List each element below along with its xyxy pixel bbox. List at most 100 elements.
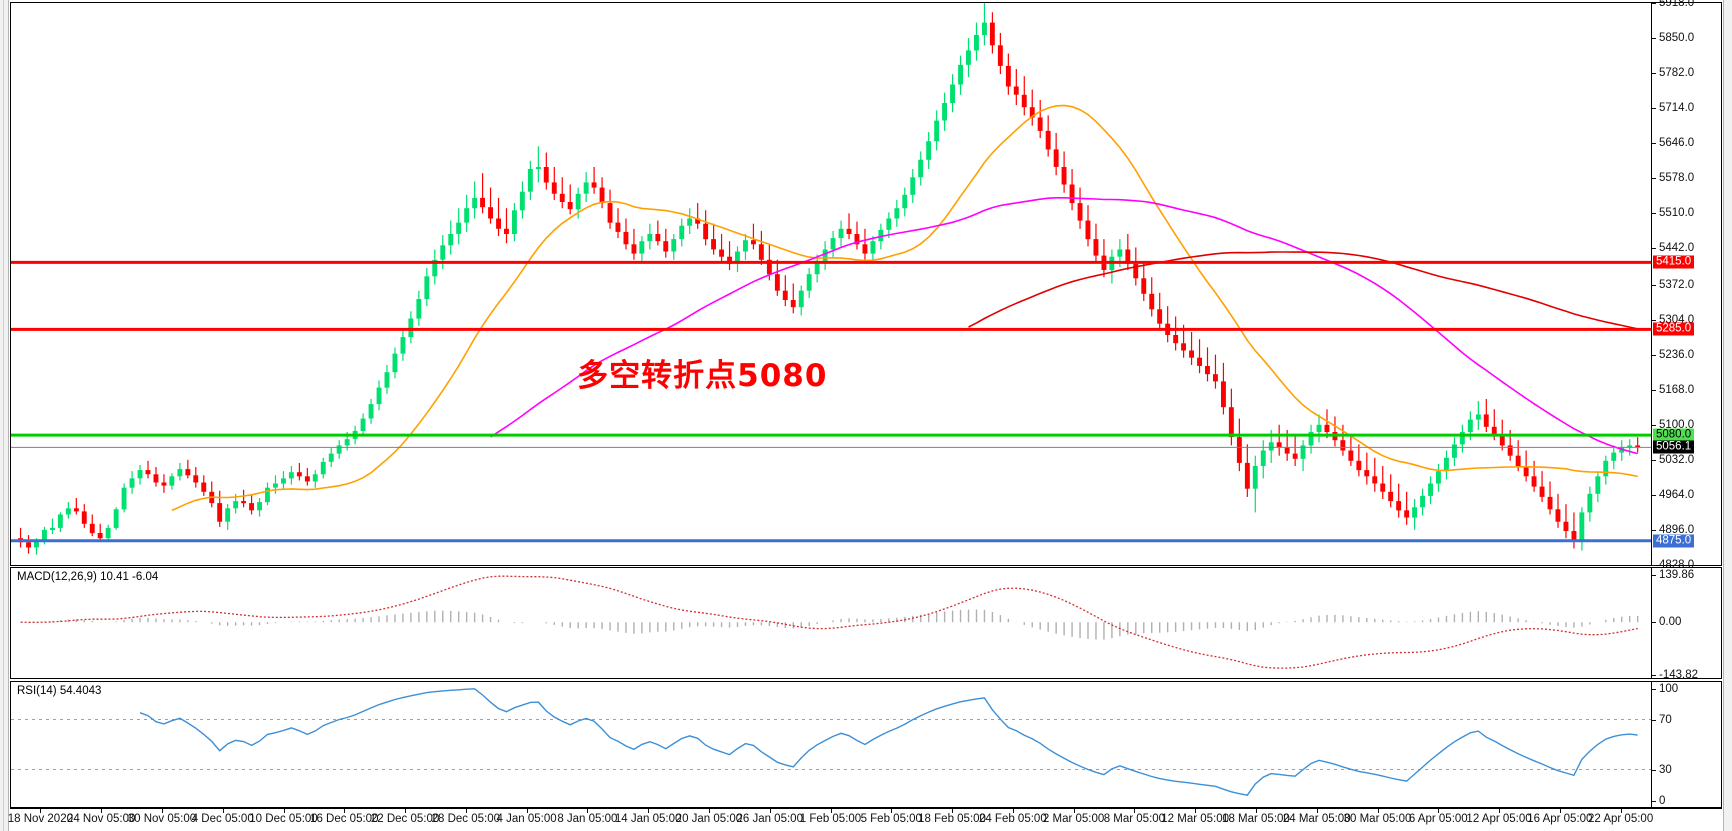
price-axis-tick: 5850.0 <box>1652 32 1694 44</box>
time-axis-tick <box>1195 809 1197 813</box>
time-axis-tick <box>405 809 407 813</box>
rsi-axis[interactable]: 100 70 30 0 <box>1651 682 1721 807</box>
price-level-badge-5080-0[interactable]: 5080.0 <box>1653 428 1695 442</box>
time-axis-label: 26 Jan 05:00 <box>736 813 803 825</box>
macd-axis-tick: 0.00 <box>1652 616 1681 628</box>
price-axis-tick: 5372.0 <box>1652 279 1694 291</box>
time-axis-label: 4 Jan 05:00 <box>496 813 557 825</box>
price-axis-tick: 5714.0 <box>1652 102 1694 114</box>
time-axis-label: 18 Nov 2020 <box>7 813 73 825</box>
time-axis-label: 30 Mar 05:00 <box>1343 813 1412 825</box>
macd-pane[interactable]: MACD(12,26,9) 10.41 -6.04 139.86 0.00 -143… <box>10 567 1722 681</box>
time-axis-tick <box>587 809 589 813</box>
price-candles <box>11 3 1651 555</box>
time-axis-tick <box>1499 809 1501 813</box>
time-axis-tick <box>526 809 528 813</box>
macd-series <box>20 575 1639 669</box>
time-axis-label: 1 Feb 05:00 <box>799 813 862 825</box>
macd-label: MACD(12,26,9) 10.41 -6.04 <box>17 571 159 583</box>
time-axis[interactable]: 18 Nov 2020 24 Nov 05:00 30 Nov 05:00 4 Dec… <box>7 808 1722 830</box>
time-axis-tick <box>283 809 285 813</box>
time-axis-label: 24 Nov 05:00 <box>66 813 136 825</box>
price-axis-tick: 5646.0 <box>1652 137 1694 149</box>
rsi-axis-tick: 30 <box>1652 764 1672 776</box>
time-axis-label: 20 Jan 05:00 <box>675 813 743 825</box>
price-axis-tick: 5510.0 <box>1652 207 1694 219</box>
price-level-badge-5285-0[interactable]: 5285.0 <box>1653 322 1695 336</box>
time-axis-label: 14 Jan 05:00 <box>614 813 682 825</box>
rsi-axis-tick: 0 <box>1652 795 1665 807</box>
time-axis-tick <box>830 809 832 813</box>
time-axis-tick <box>891 809 893 813</box>
time-axis-tick <box>1559 809 1561 813</box>
time-axis-tick <box>161 809 163 813</box>
price-plot-area[interactable]: 多空转折点5080 <box>11 3 1651 565</box>
time-axis-tick <box>1073 809 1075 813</box>
time-axis-label: 28 Dec 05:00 <box>431 813 501 825</box>
price-axis-tick: 5236.0 <box>1652 349 1694 361</box>
time-axis-tick <box>708 809 710 813</box>
time-axis-label: 5 Feb 05:00 <box>860 813 922 825</box>
price-level-badge-5056-1[interactable]: 5056.1 <box>1653 440 1695 454</box>
macd-plot-area[interactable] <box>11 568 1651 678</box>
rsi-plot-area[interactable] <box>11 682 1651 807</box>
time-axis-label: 4 Dec 05:00 <box>191 813 254 825</box>
time-axis-tick <box>769 809 771 813</box>
time-axis-tick <box>1377 809 1379 813</box>
time-axis-label: 24 Mar 05:00 <box>1282 813 1351 825</box>
time-axis-tick <box>1316 809 1318 813</box>
rsi-axis-tick: 70 <box>1652 714 1672 726</box>
time-axis-tick <box>1134 809 1136 813</box>
time-axis-label: 16 Dec 05:00 <box>310 813 379 825</box>
time-axis-tick <box>1620 809 1622 813</box>
time-axis-tick <box>1255 809 1257 813</box>
time-axis-label: 8 Mar 05:00 <box>1103 813 1166 825</box>
time-axis-label: 18 Feb 05:00 <box>918 813 986 825</box>
price-axis-tick: 5442.0 <box>1652 242 1694 254</box>
rsi-pane[interactable]: RSI(14) 54.4043 100 70 30 0 <box>10 681 1722 808</box>
price-axis-tick: 4964.0 <box>1652 489 1694 501</box>
price-axis-tick: 5100.0 <box>1652 419 1694 431</box>
macd-axis[interactable]: 139.86 0.00 -143.82 <box>1651 568 1721 681</box>
time-axis-tick <box>344 809 346 813</box>
rsi-label: RSI(14) 54.4043 <box>17 685 102 697</box>
time-axis-label: 8 Jan 05:00 <box>557 813 618 825</box>
price-axis[interactable]: 5918.0 5850.0 5782.0 5714.0 5646.0 5578.0 5510… <box>1651 0 1721 571</box>
rsi-axis-tick: 100 <box>1652 683 1678 695</box>
time-axis-tick <box>1012 809 1014 813</box>
time-axis-tick <box>1438 809 1440 813</box>
price-axis-tick: 5918.0 <box>1652 0 1694 9</box>
window-left-rail <box>0 0 9 831</box>
time-axis-label: 16 Apr 05:00 <box>1527 813 1593 825</box>
price-axis-tick: 5168.0 <box>1652 384 1694 396</box>
price-level-badge-4875-0[interactable]: 4875.0 <box>1653 534 1695 548</box>
time-axis-label: 22 Apr 05:00 <box>1587 813 1654 825</box>
time-axis-label: 6 Apr 05:00 <box>1408 813 1468 825</box>
time-axis-label: 12 Apr 05:00 <box>1466 813 1532 825</box>
chart-annotation-text: 多空转折点5080 <box>577 358 828 395</box>
rsi-series <box>11 688 1651 796</box>
time-axis-tick <box>952 809 954 813</box>
time-axis-label: 24 Feb 05:00 <box>978 813 1047 825</box>
macd-axis-tick: -143.82 <box>1652 669 1698 681</box>
time-axis-label: 18 Mar 05:00 <box>1222 813 1290 825</box>
time-axis-label: 2 Mar 05:00 <box>1042 813 1105 825</box>
time-axis-label: 30 Nov 05:00 <box>127 813 197 825</box>
price-axis-tick: 5578.0 <box>1652 172 1694 184</box>
macd-axis-tick: 139.86 <box>1652 569 1694 581</box>
time-axis-tick <box>465 809 467 813</box>
price-axis-tick: 5304.0 <box>1652 314 1694 326</box>
time-axis-label: 22 Dec 05:00 <box>370 813 440 825</box>
price-pane[interactable]: 多空转折点5080 5918.0 5850.0 5782.0 5714.0 5646.0… <box>10 0 1722 571</box>
time-axis-tick <box>648 809 650 813</box>
price-level-badge-5415-0[interactable]: 5415.0 <box>1653 255 1695 269</box>
rail-divider <box>3 0 4 831</box>
price-axis-tick: 5782.0 <box>1652 67 1694 79</box>
time-axis-tick <box>222 809 224 813</box>
window-right-rail <box>1723 0 1732 831</box>
time-axis-label: 10 Dec 05:00 <box>249 813 318 825</box>
price-axis-tick: 5032.0 <box>1652 454 1694 466</box>
price-axis-tick: 4896.0 <box>1652 524 1694 536</box>
time-axis-tick <box>101 809 103 813</box>
